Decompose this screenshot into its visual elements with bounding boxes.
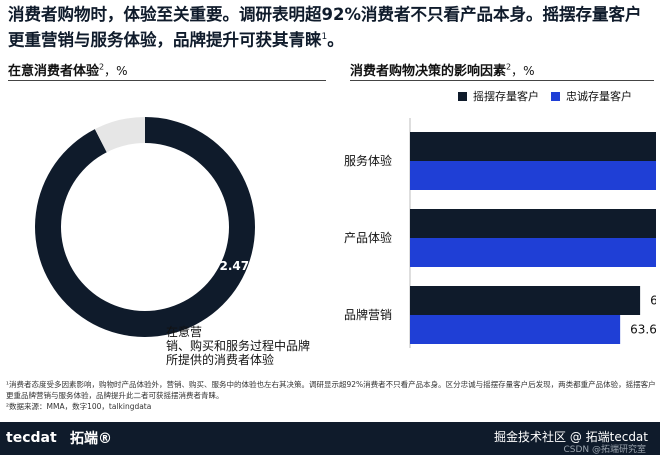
tecdat-logo: tecdat: [6, 430, 57, 446]
donut-chart: 92.47: [34, 117, 255, 337]
left-panel-title: 在意消费者体验2，%: [8, 60, 128, 79]
bar-value-label-3-1: 69.73: [650, 294, 656, 308]
bar-3-2: [410, 315, 621, 344]
left-panel-title-text: 在意消费者体验: [8, 64, 100, 79]
right-panel-title-text: 消费者购物决策的影响因素: [350, 64, 507, 79]
juejin-watermark: 掘金技术社区 @ 拓端tecdat: [494, 430, 648, 444]
csdn-watermark: CSDN @拓端研究室: [563, 445, 646, 455]
right-panel-title-sup: 2: [506, 62, 512, 72]
donut-caption-line-2: 销、购买和服务过程中品牌: [166, 339, 311, 353]
bar-value-label-3-2: 63.68: [630, 323, 656, 337]
bar-chart: 服务体验86.0083.29产品体验92.1590.80品牌营销69.7363.…: [344, 118, 656, 348]
tuoduan-logo: 拓端®: [70, 431, 112, 447]
donut-caption-line-3: 所提供的消费者体验: [166, 353, 275, 367]
category-label-3: 品牌营销: [344, 308, 392, 322]
bar-2-2: [410, 238, 656, 267]
legend-swatch-swing: [458, 91, 467, 101]
left-panel-unit: ，%: [104, 64, 128, 78]
donut-slice-label: 92.47: [211, 259, 249, 273]
donut-slice-2: [94, 117, 145, 153]
donut-caption-line-1: 在意营: [166, 325, 203, 339]
left-panel-rule: [8, 80, 326, 81]
legend-swatch-loyal: [551, 91, 560, 101]
right-panel-rule: [350, 80, 654, 81]
footnote-1: ¹消费者态度受多因素影响，购物时产品体验外，营销、购买、服务中的体验也左右其决策…: [6, 380, 656, 400]
legend-label-loyal: 忠诚存量客户: [566, 90, 632, 103]
legend-label-swing: 摇摆存量客户: [473, 90, 539, 103]
headline-suffix: 。: [327, 30, 344, 50]
bar-1-1: [410, 132, 656, 161]
category-label-1: 服务体验: [344, 153, 392, 168]
right-panel-unit: ，%: [511, 64, 535, 78]
bar-legend: 摇摆存量客户 忠诚存量客户: [458, 88, 632, 104]
right-panel-title: 消费者购物决策的影响因素2，%: [350, 60, 535, 79]
donut-slice-1: [34, 117, 255, 337]
headline-text: 消费者购物时，体验至关重要。调研表明超92%消费者不只看产品本身。摇摆存量客户更…: [8, 5, 642, 50]
headline-sup: 1: [321, 32, 328, 42]
left-panel-title-sup: 2: [99, 62, 105, 72]
footnote-2: ²数据来源：MMA，数字100，talkingdata: [6, 402, 152, 411]
bar-1-2: [410, 161, 656, 190]
headline: 消费者购物时，体验至关重要。调研表明超92%消费者不只看产品本身。摇摆存量客户更…: [8, 4, 654, 52]
footnotes: ¹消费者态度受多因素影响，购物时产品体验外，营销、购买、服务中的体验也左右其决策…: [6, 379, 656, 412]
bar-3-1: [410, 286, 641, 315]
category-label-2: 产品体验: [344, 230, 392, 245]
bar-2-1: [410, 209, 656, 238]
branding-bar: tecdat 拓端® 掘金技术社区 @ 拓端tecdat CSDN @拓端研究室: [0, 422, 660, 455]
donut-caption: 在意营 销、购买和服务过程中品牌 所提供的消费者体验: [166, 325, 346, 367]
